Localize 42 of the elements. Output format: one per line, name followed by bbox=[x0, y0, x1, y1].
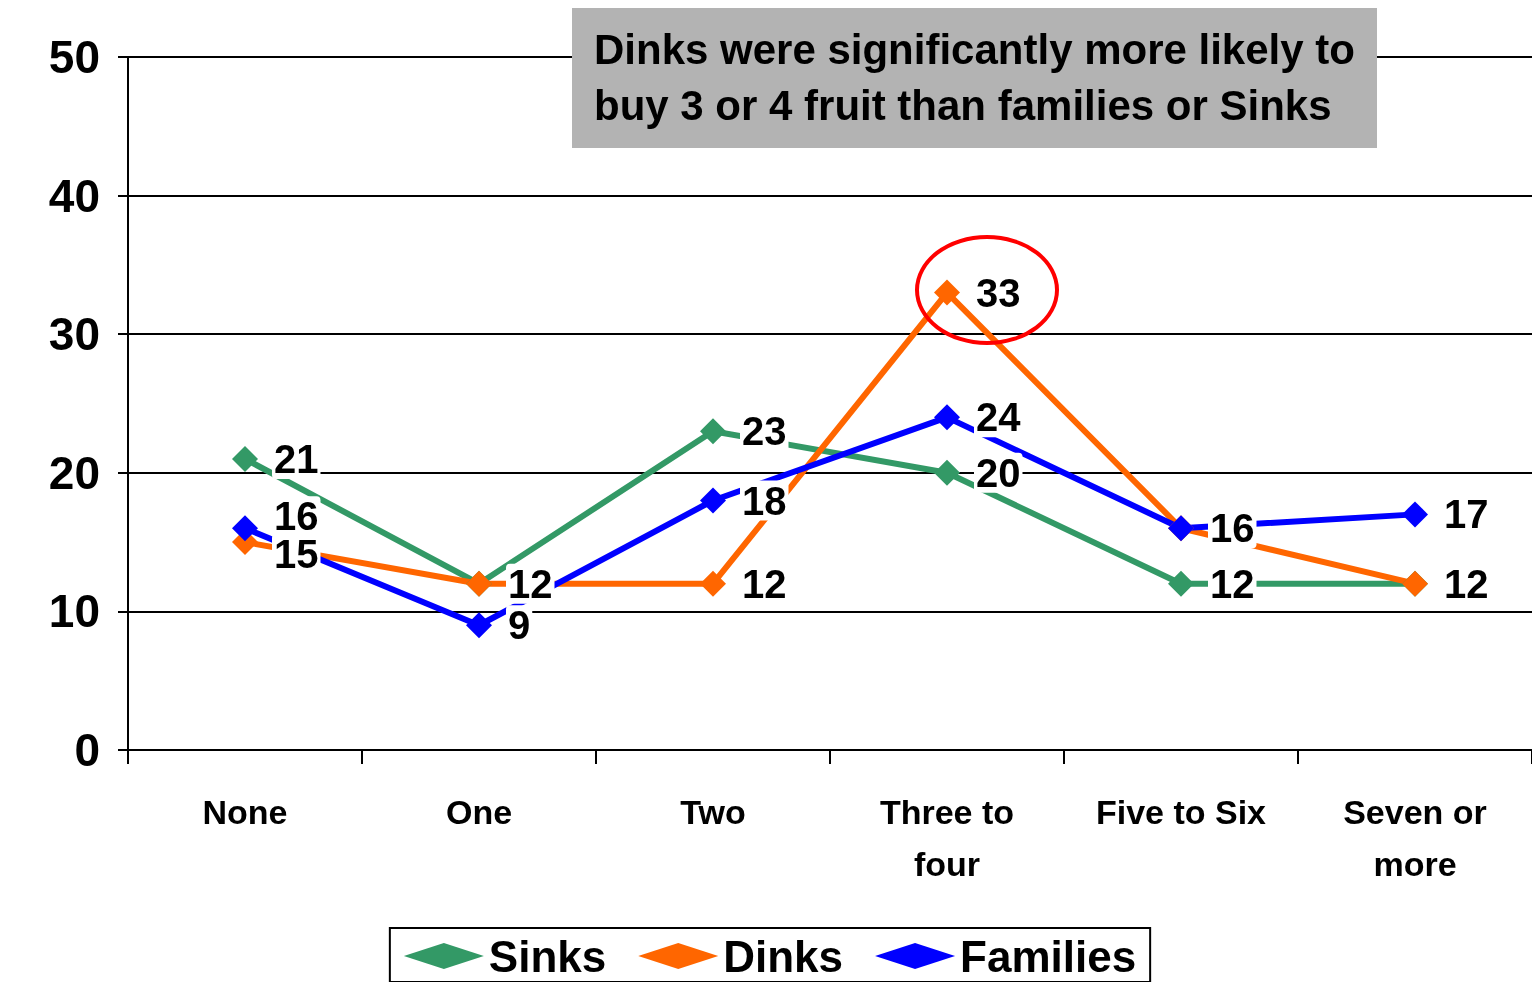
data-label: 12 bbox=[742, 561, 787, 606]
point bbox=[232, 515, 258, 542]
x-tick-label: Two bbox=[680, 793, 746, 831]
data-label: 24 bbox=[976, 395, 1022, 440]
data-label: 18 bbox=[742, 478, 787, 523]
y-tick-label: 0 bbox=[74, 724, 100, 776]
y-tick-label: 50 bbox=[48, 31, 100, 83]
data-label: 17 bbox=[1444, 492, 1489, 537]
point bbox=[700, 487, 726, 514]
data-label: 21 bbox=[274, 436, 319, 481]
point bbox=[700, 570, 726, 597]
annotation: Dinks were significantly more likely to buy 3 or 4 fruit than families or Sinks bbox=[572, 8, 1377, 148]
point bbox=[934, 459, 960, 486]
y-tick-label: 40 bbox=[48, 169, 100, 222]
data-label: 12 bbox=[1444, 561, 1489, 606]
point bbox=[700, 418, 726, 445]
x-tick-label: None bbox=[202, 793, 288, 831]
data-label: 9 bbox=[508, 603, 531, 648]
data-label: 12 bbox=[508, 561, 553, 606]
legend-label: Sinks bbox=[488, 931, 607, 981]
y-tick-label: 30 bbox=[48, 308, 100, 361]
point bbox=[466, 612, 492, 639]
x-tick-label: Three to four bbox=[879, 793, 1015, 883]
point bbox=[232, 445, 258, 472]
point bbox=[1168, 570, 1194, 597]
y-tick-label: 10 bbox=[48, 585, 100, 638]
x-tick-label: Five to Six bbox=[1095, 793, 1267, 831]
legend-label: Families bbox=[960, 931, 1137, 981]
x-tick-label: One bbox=[445, 793, 513, 831]
data-label: 23 bbox=[742, 409, 787, 454]
data-label: 33 bbox=[976, 270, 1021, 315]
data-label: 20 bbox=[976, 450, 1021, 495]
data-label: 16 bbox=[1210, 506, 1255, 551]
data-label: 15 bbox=[274, 532, 319, 577]
data-label: 12 bbox=[1210, 561, 1255, 606]
data-label: 16 bbox=[274, 494, 319, 539]
point bbox=[1402, 501, 1428, 528]
point bbox=[934, 279, 960, 306]
x-tick-label: Seven or more bbox=[1343, 793, 1487, 883]
y-tick-label: 20 bbox=[48, 446, 100, 499]
point bbox=[934, 404, 960, 431]
legend-label: Dinks bbox=[723, 931, 844, 981]
